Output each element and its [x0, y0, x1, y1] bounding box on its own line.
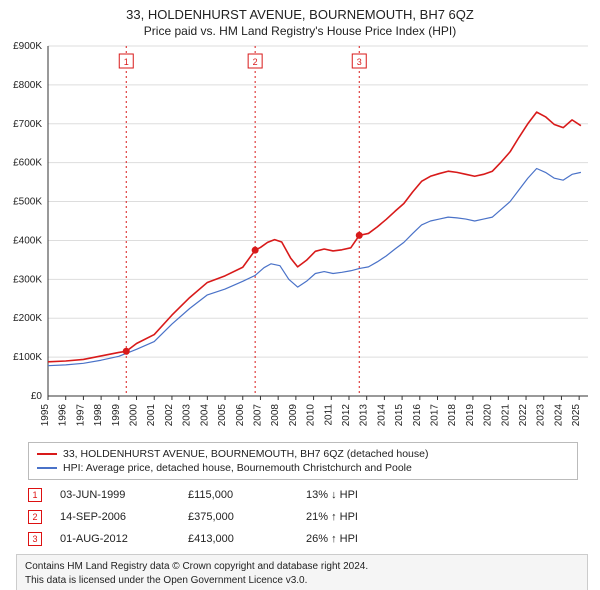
svg-text:2020: 2020: [483, 404, 494, 427]
svg-text:£900K: £900K: [13, 41, 42, 52]
legend-label-property: 33, HOLDENHURST AVENUE, BOURNEMOUTH, BH7…: [63, 448, 428, 460]
sale-pct: 21% ↑ HPI: [306, 511, 406, 523]
legend-row-property: 33, HOLDENHURST AVENUE, BOURNEMOUTH, BH7…: [37, 447, 569, 461]
svg-text:2013: 2013: [359, 404, 370, 427]
svg-text:1996: 1996: [58, 404, 69, 427]
svg-text:£300K: £300K: [13, 274, 42, 285]
svg-text:£200K: £200K: [13, 313, 42, 324]
svg-text:£100K: £100K: [13, 352, 42, 363]
svg-text:£800K: £800K: [13, 80, 42, 91]
svg-text:2002: 2002: [164, 404, 175, 427]
sale-price: £115,000: [188, 489, 288, 501]
sale-date: 14-SEP-2006: [60, 511, 170, 523]
chart-footer: Contains HM Land Registry data © Crown c…: [16, 554, 588, 590]
svg-text:2009: 2009: [288, 404, 299, 427]
svg-text:2011: 2011: [323, 404, 334, 426]
svg-text:2: 2: [253, 57, 258, 67]
svg-text:£600K: £600K: [13, 158, 42, 169]
svg-text:2000: 2000: [129, 404, 140, 427]
svg-text:2017: 2017: [430, 404, 441, 427]
svg-text:1: 1: [124, 57, 129, 67]
sale-price: £375,000: [188, 511, 288, 523]
svg-text:2025: 2025: [571, 404, 582, 427]
svg-text:2010: 2010: [306, 404, 317, 427]
svg-text:1995: 1995: [40, 404, 51, 427]
svg-text:2003: 2003: [182, 404, 193, 427]
legend-swatch-hpi: [37, 467, 57, 469]
legend-row-hpi: HPI: Average price, detached house, Bour…: [37, 461, 569, 475]
svg-text:2006: 2006: [235, 404, 246, 427]
price-chart: £0 £100K £200K £300K £400K £500K £600K £700K £80…: [0, 0, 600, 446]
svg-text:2023: 2023: [536, 404, 547, 427]
svg-text:2024: 2024: [553, 404, 564, 427]
sale-row: 2 14-SEP-2006 £375,000 21% ↑ HPI: [28, 506, 578, 528]
svg-text:£400K: £400K: [13, 235, 42, 246]
sale-date: 01-AUG-2012: [60, 533, 170, 545]
svg-text:2016: 2016: [412, 404, 423, 427]
svg-text:1998: 1998: [93, 404, 104, 427]
svg-text:2007: 2007: [252, 404, 263, 427]
svg-text:2022: 2022: [518, 404, 529, 427]
svg-text:2019: 2019: [465, 404, 476, 427]
sales-table: 1 03-JUN-1999 £115,000 13% ↓ HPI 2 14-SEP-200…: [28, 484, 578, 550]
svg-text:2014: 2014: [376, 404, 387, 427]
svg-text:2005: 2005: [217, 404, 228, 427]
sale-row: 3 01-AUG-2012 £413,000 26% ↑ HPI: [28, 528, 578, 550]
chart-page: 33, HOLDENHURST AVENUE, BOURNEMOUTH, BH7…: [0, 0, 600, 590]
sale-date: 03-JUN-1999: [60, 489, 170, 501]
sale-pct: 13% ↓ HPI: [306, 489, 406, 501]
sale-badge: 1: [28, 488, 42, 502]
svg-text:2021: 2021: [500, 404, 511, 427]
svg-text:2001: 2001: [146, 404, 157, 427]
svg-text:1997: 1997: [75, 404, 86, 427]
sale-price: £413,000: [188, 533, 288, 545]
footer-line2: This data is licensed under the Open Gov…: [25, 574, 579, 588]
svg-text:2008: 2008: [270, 404, 281, 427]
svg-text:£0: £0: [31, 391, 43, 402]
svg-text:£700K: £700K: [13, 119, 42, 130]
svg-text:1999: 1999: [111, 404, 122, 427]
svg-text:2012: 2012: [341, 404, 352, 427]
svg-text:2015: 2015: [394, 404, 405, 427]
footer-line1: Contains HM Land Registry data © Crown c…: [25, 560, 579, 574]
sale-badge: 3: [28, 532, 42, 546]
svg-text:3: 3: [357, 57, 362, 67]
chart-legend: 33, HOLDENHURST AVENUE, BOURNEMOUTH, BH7…: [28, 442, 578, 480]
svg-text:£500K: £500K: [13, 197, 42, 208]
sale-badge: 2: [28, 510, 42, 524]
sale-row: 1 03-JUN-1999 £115,000 13% ↓ HPI: [28, 484, 578, 506]
svg-text:2004: 2004: [199, 404, 210, 427]
legend-label-hpi: HPI: Average price, detached house, Bour…: [63, 462, 412, 474]
svg-text:2018: 2018: [447, 404, 458, 427]
sale-pct: 26% ↑ HPI: [306, 533, 406, 545]
legend-swatch-property: [37, 453, 57, 455]
